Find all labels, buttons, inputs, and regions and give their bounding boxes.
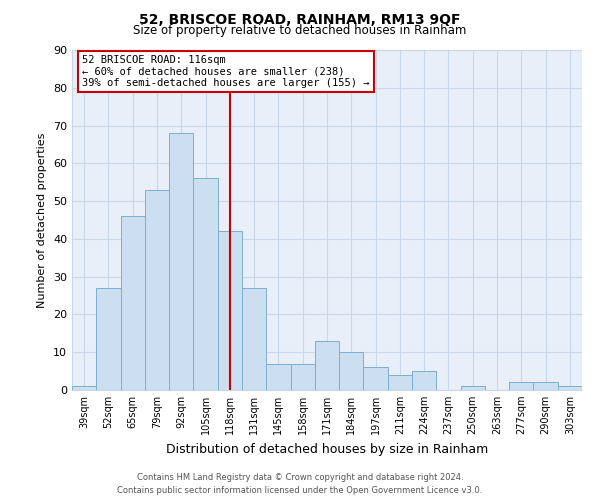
Bar xyxy=(72,386,96,390)
Bar xyxy=(169,133,193,390)
Text: Size of property relative to detached houses in Rainham: Size of property relative to detached ho… xyxy=(133,24,467,37)
Text: 52 BRISCOE ROAD: 116sqm
← 60% of detached houses are smaller (238)
39% of semi-d: 52 BRISCOE ROAD: 116sqm ← 60% of detache… xyxy=(82,55,370,88)
Y-axis label: Number of detached properties: Number of detached properties xyxy=(37,132,47,308)
Bar xyxy=(412,371,436,390)
Bar xyxy=(290,364,315,390)
Bar xyxy=(461,386,485,390)
Bar xyxy=(193,178,218,390)
Bar xyxy=(266,364,290,390)
Bar xyxy=(509,382,533,390)
Bar xyxy=(388,375,412,390)
X-axis label: Distribution of detached houses by size in Rainham: Distribution of detached houses by size … xyxy=(166,442,488,456)
Text: Contains HM Land Registry data © Crown copyright and database right 2024.
Contai: Contains HM Land Registry data © Crown c… xyxy=(118,474,482,495)
Text: 52, BRISCOE ROAD, RAINHAM, RM13 9QF: 52, BRISCOE ROAD, RAINHAM, RM13 9QF xyxy=(139,12,461,26)
Bar xyxy=(315,341,339,390)
Bar xyxy=(242,288,266,390)
Bar xyxy=(339,352,364,390)
Bar xyxy=(121,216,145,390)
Bar xyxy=(533,382,558,390)
Bar xyxy=(218,232,242,390)
Bar xyxy=(558,386,582,390)
Bar xyxy=(364,368,388,390)
Bar xyxy=(145,190,169,390)
Bar xyxy=(96,288,121,390)
